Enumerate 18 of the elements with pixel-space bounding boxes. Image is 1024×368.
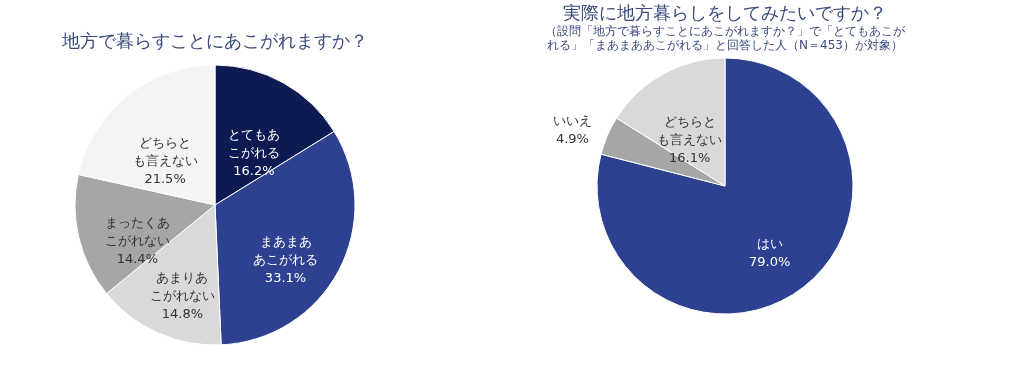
data-label: 4.9% — [555, 130, 589, 146]
slice-label: とてもあこがれる — [227, 127, 280, 161]
slice-label: どちらとも言えない — [657, 114, 723, 148]
slice-label: いいえ — [552, 112, 592, 128]
data-label: 33.1% — [264, 270, 307, 286]
slice-label: まあまああこがれる — [253, 234, 319, 268]
chart-title: 地方で暮らすことにあこがれますか？ — [61, 30, 368, 51]
data-label: 79.0% — [749, 253, 791, 269]
slice-label: はい — [756, 235, 783, 251]
data-label: 16.1% — [668, 150, 711, 166]
slice-label: まったくあこがれない — [104, 215, 170, 249]
slice-label: あまりあこがれない — [149, 269, 215, 303]
slice-label: どちらとも言えない — [132, 134, 198, 168]
chart-title: 実際に地方暮らしをしてみたいですか？ — [563, 2, 887, 23]
pie-slice — [596, 57, 854, 315]
data-label: 14.8% — [161, 305, 204, 321]
data-label: 21.5% — [144, 170, 186, 186]
chart-subtitle: （設問「地方で暮らすことにあこがれますか？」で「とてもあこがれる」「まあまああこがれる」と回答した人（N＝453）が対象） — [545, 24, 906, 52]
